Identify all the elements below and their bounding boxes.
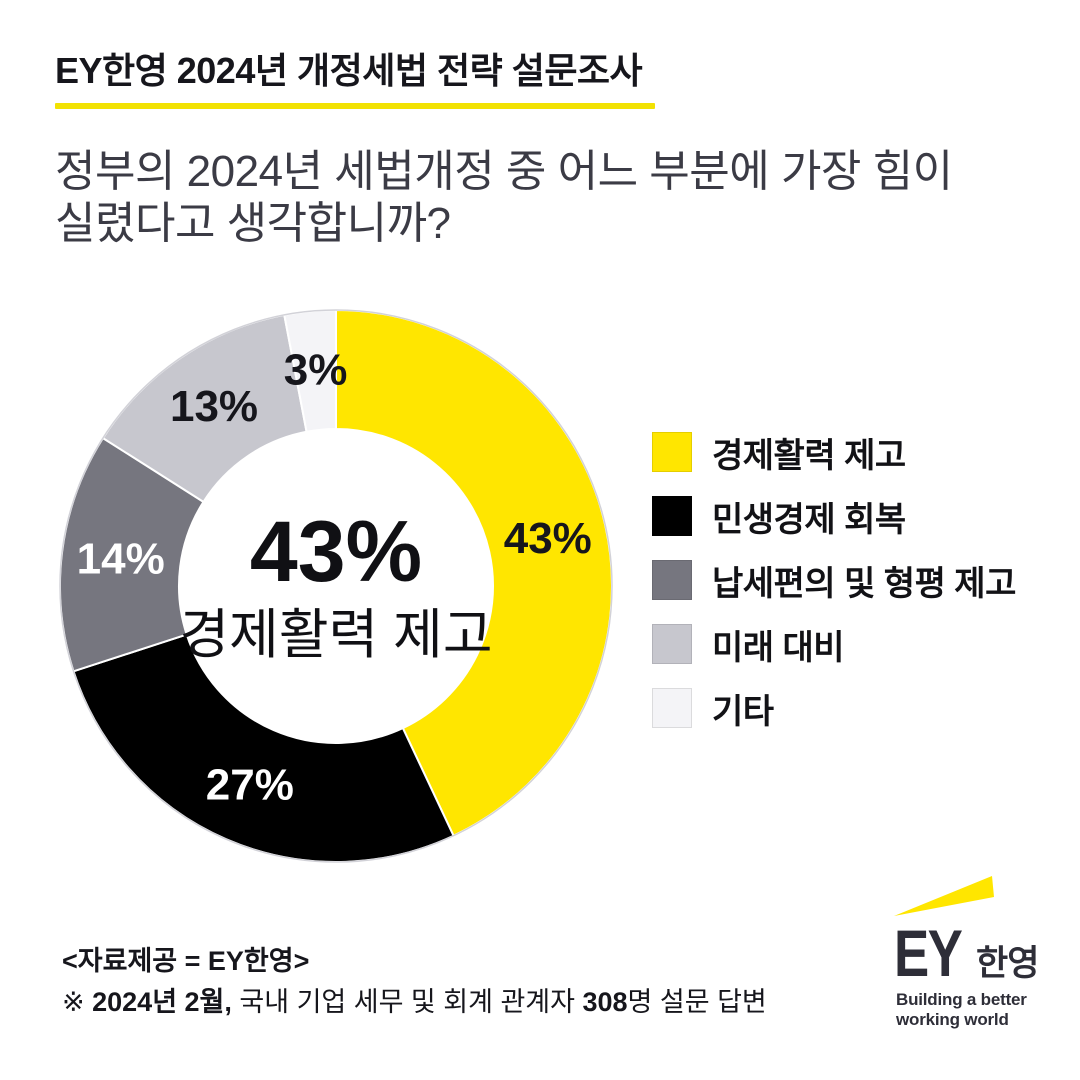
legend-item: 미래 대비 [652, 624, 1016, 667]
legend-item: 납세편의 및 형평 제고 [652, 560, 1016, 603]
legend-label: 납세편의 및 형평 제고 [712, 564, 1016, 603]
donut-segment-label-0: 43% [504, 514, 592, 563]
legend-swatch-darkgray [652, 560, 692, 600]
header: EY한영 2024년 개정세법 전략 설문조사 [55, 42, 655, 109]
header-underline [55, 103, 655, 109]
question-line-1: 정부의 2024년 세법개정 중 어느 부분에 가장 힘이 [55, 147, 953, 196]
donut-segment-label-1: 27% [206, 761, 294, 810]
legend-label: 민생경제 회복 [712, 500, 906, 539]
survey-note: ※ 2024년 2월, 국내 기업 세무 및 회계 관계자 308명 설문 답변 [62, 985, 767, 1019]
source-credit: <자료제공 = EY한영> [62, 946, 310, 976]
question-title: 정부의 2024년 세법개정 중 어느 부분에 가장 힘이 실렸다고 생각합니까… [55, 146, 953, 250]
donut-chart-area: 43% 27% 14% 13% 3% 43% 경제활력 제고 [56, 306, 616, 866]
legend-swatch-yellow [652, 432, 692, 472]
donut-segment-1 [72, 633, 455, 863]
donut-outer-rim [59, 309, 613, 863]
donut-chart: 43% 27% 14% 13% 3% [59, 308, 613, 863]
legend-swatch-white [652, 688, 692, 728]
legend-swatch-lightgray [652, 624, 692, 664]
note-count: 308 [582, 987, 628, 1017]
legend-swatch-black [652, 496, 692, 536]
ey-beam-shape [894, 876, 994, 916]
ey-beam-icon [894, 876, 994, 916]
chart-legend: 경제활력 제고 민생경제 회복 납세편의 및 형평 제고 미래 대비 기타 [652, 432, 1016, 752]
note-middle: 국내 기업 세무 및 회계 관계자 [231, 987, 583, 1017]
donut-segment-label-4: 3% [284, 345, 348, 394]
ey-tagline: Building a better working world [896, 990, 1027, 1030]
question-line-2: 실렸다고 생각합니까? [55, 199, 451, 248]
ey-tagline-line-1: Building a better [896, 990, 1027, 1009]
legend-label: 경제활력 제고 [712, 436, 906, 475]
footer: <자료제공 = EY한영> ※ 2024년 2월, 국내 기업 세무 및 회계 … [62, 944, 767, 1019]
legend-item: 경제활력 제고 [652, 432, 1016, 475]
ey-logo: EY 한영 Building a better working world [880, 862, 1080, 1032]
note-prefix: ※ [62, 987, 93, 1017]
donut-segment-label-3: 13% [170, 382, 258, 431]
legend-item: 민생경제 회복 [652, 496, 1016, 539]
legend-item: 기타 [652, 688, 1016, 731]
legend-label: 기타 [712, 692, 774, 731]
ey-logo-local-text: 한영 [976, 944, 1039, 983]
ey-tagline-line-2: working world [896, 1010, 1009, 1029]
note-suffix: 명 설문 답변 [627, 987, 767, 1017]
header-title: EY한영 2024년 개정세법 전략 설문조사 [55, 50, 643, 91]
note-date: 2024년 2월, [92, 987, 232, 1017]
ey-logo-text: EY [894, 916, 963, 990]
donut-segment-label-2: 14% [77, 534, 165, 583]
legend-label: 미래 대비 [712, 628, 845, 667]
